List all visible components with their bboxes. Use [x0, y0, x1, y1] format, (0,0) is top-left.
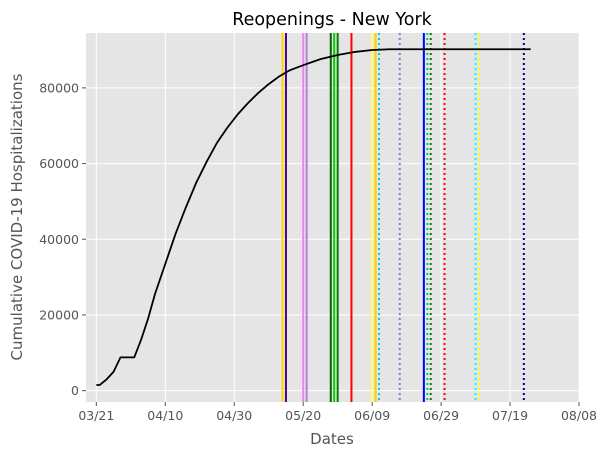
x-tick-label: 03/21: [78, 408, 114, 423]
y-tick-label: 20000: [39, 307, 79, 322]
x-tick-label: 07/19: [492, 408, 528, 423]
x-tick-label: 06/09: [354, 408, 390, 423]
x-tick-label: 04/30: [216, 408, 252, 423]
grid-lines: [86, 33, 580, 402]
y-tick-label: 60000: [39, 156, 79, 171]
x-tick-label: 06/29: [423, 408, 459, 423]
x-axis-label: Dates: [310, 430, 354, 448]
x-tick-label: 04/10: [147, 408, 183, 423]
hospitalizations-line: [96, 48, 531, 386]
y-tick-label: 40000: [39, 232, 79, 247]
chart-title: Reopenings - New York: [232, 10, 432, 30]
x-ticks: 03/21 04/10 04/30 05/20 06/09 06/29 07/19 08/08: [78, 402, 597, 423]
x-tick-label: 05/20: [285, 408, 321, 423]
plot-area: [86, 33, 579, 402]
y-ticks: 0 20000 40000 60000 80000: [39, 80, 86, 398]
series: [96, 48, 531, 386]
y-axis-label: Cumulative COVID-19 Hospitalizations: [8, 73, 26, 360]
x-tick-label: 08/08: [561, 408, 597, 423]
reopening-markers: [281, 33, 525, 402]
y-tick-label: 80000: [39, 80, 79, 95]
y-tick-label: 0: [71, 383, 79, 398]
